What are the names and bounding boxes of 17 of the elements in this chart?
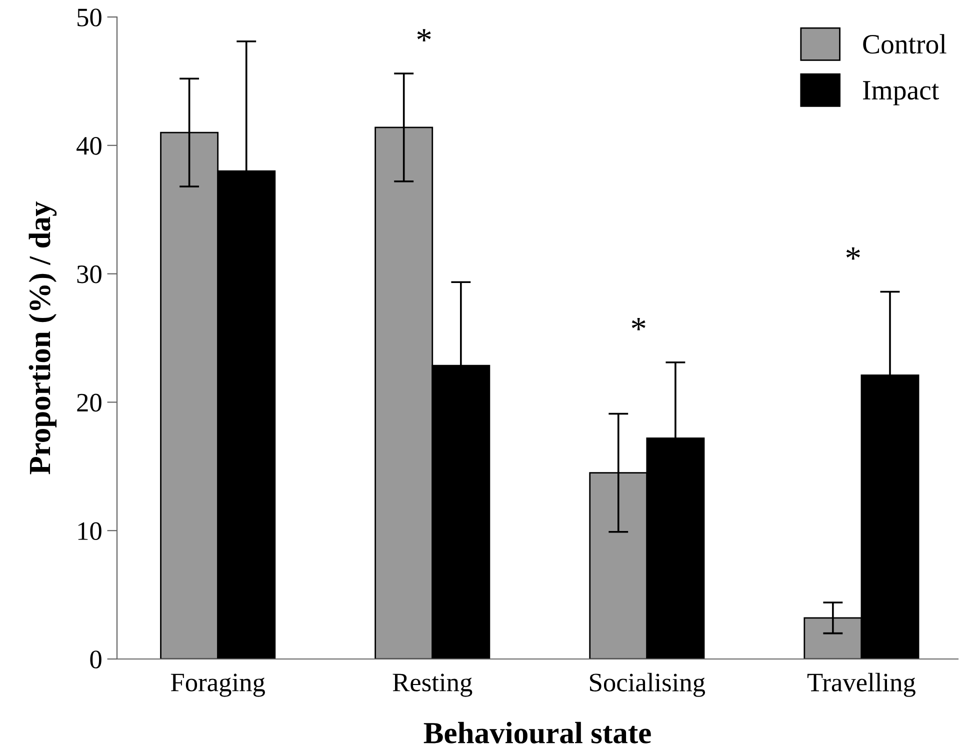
legend-label: Impact	[863, 81, 939, 106]
x-tick-label: Foraging	[170, 674, 265, 697]
legend-label: Control	[863, 34, 946, 54]
y-tick-label: 0	[90, 650, 102, 668]
y-tick-label: 30	[77, 265, 102, 284]
annotation: *	[417, 29, 431, 42]
annotation: *	[632, 318, 646, 330]
annotation: *	[846, 247, 860, 260]
y-tick-label: 50	[78, 8, 102, 26]
x-tick-label: Socialising	[590, 672, 706, 697]
x-axis-title: Behavioural state	[424, 722, 651, 744]
x-tick-label: Resting	[392, 674, 472, 697]
y-tick-label: 40	[76, 137, 102, 155]
y-axis-title: Proportion (%) / day	[28, 201, 57, 474]
x-tick-label: Travelling	[807, 672, 916, 697]
y-tick-label: 20	[77, 394, 102, 412]
y-tick-label: 10	[78, 522, 102, 540]
